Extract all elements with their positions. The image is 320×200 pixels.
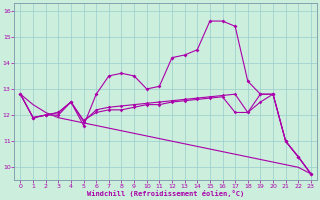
X-axis label: Windchill (Refroidissement éolien,°C): Windchill (Refroidissement éolien,°C) bbox=[87, 190, 244, 197]
